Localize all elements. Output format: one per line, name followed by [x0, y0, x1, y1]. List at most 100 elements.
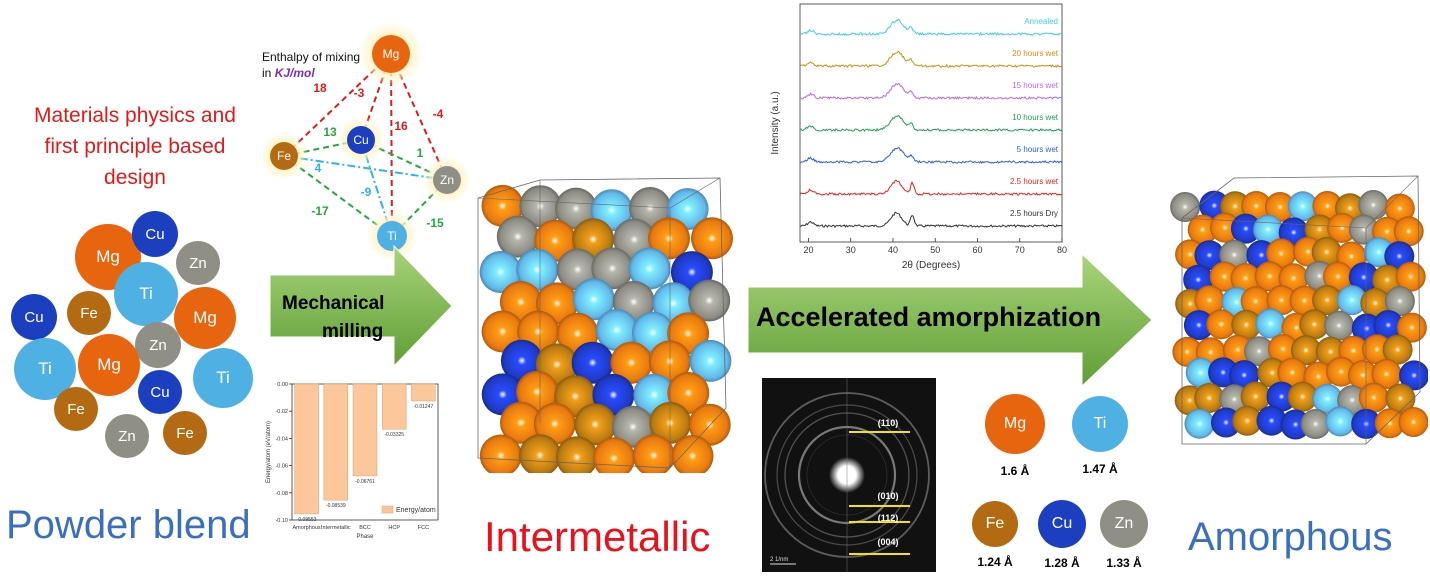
intermetallic-atom	[533, 402, 576, 445]
amorphous-atom	[1358, 382, 1389, 413]
intermetallic-atom	[671, 435, 714, 473]
amorphous-atom	[1348, 360, 1378, 391]
radius-value-cu: 1.28 Å	[1044, 556, 1080, 570]
amorphous-atom	[1194, 383, 1225, 413]
energy-legend-label: Energy/atom	[396, 507, 436, 514]
intermetallic-atom	[595, 309, 638, 351]
powder-atom-mg: Mg	[174, 287, 236, 349]
radius-value-ti: 1.47 Å	[1082, 462, 1118, 476]
amorphous-cell-edge	[1181, 175, 1421, 445]
enthalpy-value: 1	[417, 146, 424, 160]
amorphous-atom	[1395, 261, 1426, 292]
energy-value-label: -0.01247	[414, 404, 434, 410]
intermetallic-atom	[593, 437, 635, 473]
xrd-series-label: Annealed	[1024, 17, 1058, 26]
amorphous-atom	[1265, 192, 1295, 222]
xrd-xtick: 70	[1015, 245, 1025, 255]
amorphization-label: Accelerated amorphization	[756, 302, 1102, 332]
powder-atom-cu: Cu	[132, 211, 178, 257]
energy-ytick: -0.06	[275, 464, 288, 470]
energy-ytick: -0.10	[275, 518, 288, 524]
amorphous-atom	[1299, 309, 1330, 340]
intermetallic-atom	[574, 403, 617, 446]
amorphous-atom	[1384, 193, 1415, 224]
enthalpy-edge	[283, 155, 448, 181]
amorphous-atom	[1360, 288, 1391, 319]
radius-atom-mg: Mg	[985, 394, 1045, 454]
amorphous-atom	[1184, 408, 1215, 439]
amorphous-atom	[1170, 192, 1201, 222]
amorphous-atom	[1312, 191, 1343, 221]
amorphous-atom	[1371, 359, 1402, 389]
amorphous-atom	[1348, 262, 1379, 293]
amorphous-atom	[1241, 191, 1272, 221]
xrd-series-label: 20 hours wet	[1012, 49, 1059, 58]
xrd-series-label: 10 hours wet	[1012, 113, 1059, 122]
amorphous-atom	[1327, 212, 1358, 243]
amorphous-atom	[1287, 381, 1318, 412]
amorphous-atom	[1398, 407, 1428, 437]
energy-bar-hcp	[381, 383, 407, 430]
amorphous-caption: Amorphous	[1188, 515, 1393, 559]
enthalpy-node-label: Ti	[387, 229, 397, 243]
amorphous-atom	[1336, 285, 1367, 316]
enthalpy-value: -17	[311, 204, 329, 218]
energy-category-label: BCC	[359, 525, 371, 531]
xrd-series-label: 15 hours wet	[1012, 81, 1059, 90]
ring-index-label: (112)	[878, 513, 899, 523]
amorphous-atom	[1385, 383, 1416, 414]
amorphous-atom	[1194, 285, 1225, 316]
amorphous-atom	[1266, 285, 1297, 316]
intermetallic-atom	[479, 434, 522, 473]
xrd-xlabel: 2θ (Degrees)	[902, 260, 960, 271]
enthalpy-title-in: in	[262, 66, 272, 80]
xrd-series-label: 2.5 hours Dry	[1010, 209, 1058, 218]
enthalpy-node-ti	[377, 221, 407, 251]
intermetallic-atom	[519, 185, 562, 228]
amorphous-atom	[1266, 238, 1297, 269]
amorphous-atom	[1194, 240, 1225, 271]
intermetallic-atom	[628, 247, 671, 290]
energy-ytick: 0.00	[277, 382, 288, 388]
ring-index-label: (004)	[877, 537, 898, 547]
xrd-xtick: 20	[803, 245, 813, 255]
intermetallic-structure	[477, 177, 733, 473]
amorphous-atom	[1323, 261, 1353, 292]
amorphous-atom	[1384, 286, 1415, 317]
powder-atom-ti: Ti	[193, 348, 253, 408]
amorphous-atom	[1266, 381, 1297, 412]
scale-bar-label: 2 1/nm	[770, 557, 788, 563]
energy-value-label: -0.03325	[384, 432, 404, 438]
enthalpy-value: 16	[394, 119, 408, 133]
amorphous-atom	[1268, 334, 1298, 364]
amorphous-atom	[1183, 310, 1214, 341]
amorphous-atom	[1240, 286, 1271, 317]
powder-atom-ti: Ti	[114, 262, 178, 326]
energy-category-label: FCC	[418, 525, 429, 531]
energy-bar-chart: 0.00 -0.02 -0.04 -0.06 -0.08 -0.10 -0.09553 Amo…	[266, 382, 439, 540]
enthalpy-value: -4	[433, 107, 444, 121]
energy-ytick: -0.08	[275, 491, 288, 497]
xrd-chart: 20 30 40 50 60 70 80 2θ (Degrees) Intensity (a.u…	[770, 3, 1067, 271]
amorphous-atom	[1287, 191, 1318, 222]
amorphous-atom	[1304, 214, 1335, 245]
xrd-xtick: 50	[930, 245, 940, 255]
enthalpy-value: 13	[323, 125, 337, 139]
design-heading: Materials physics and first principle ba…	[10, 100, 260, 193]
intermetallic-atom	[610, 341, 653, 384]
amorphous-atom	[1278, 263, 1309, 294]
mechanical-milling-label: Mechanical milling	[282, 290, 384, 346]
energy-category-label: HCP	[388, 525, 400, 531]
xrd-series-line	[799, 50, 1063, 68]
intermetallic-atom	[555, 187, 597, 230]
xrd-ylabel: Intensity (a.u.)	[770, 91, 781, 154]
energy-xlabel: Phase	[356, 534, 374, 540]
enthalpy-value: -15	[426, 216, 444, 230]
intermetallic-caption: Intermetallic	[484, 513, 711, 560]
energy-bar-fcc	[411, 383, 436, 402]
xrd-xtick: 30	[846, 245, 856, 255]
powder-blend-caption: Powder blend	[6, 503, 251, 547]
intermetallic-atom	[689, 339, 732, 382]
xrd-xtick: 40	[888, 245, 898, 255]
design-heading-line-1: Materials physics and	[34, 104, 236, 127]
